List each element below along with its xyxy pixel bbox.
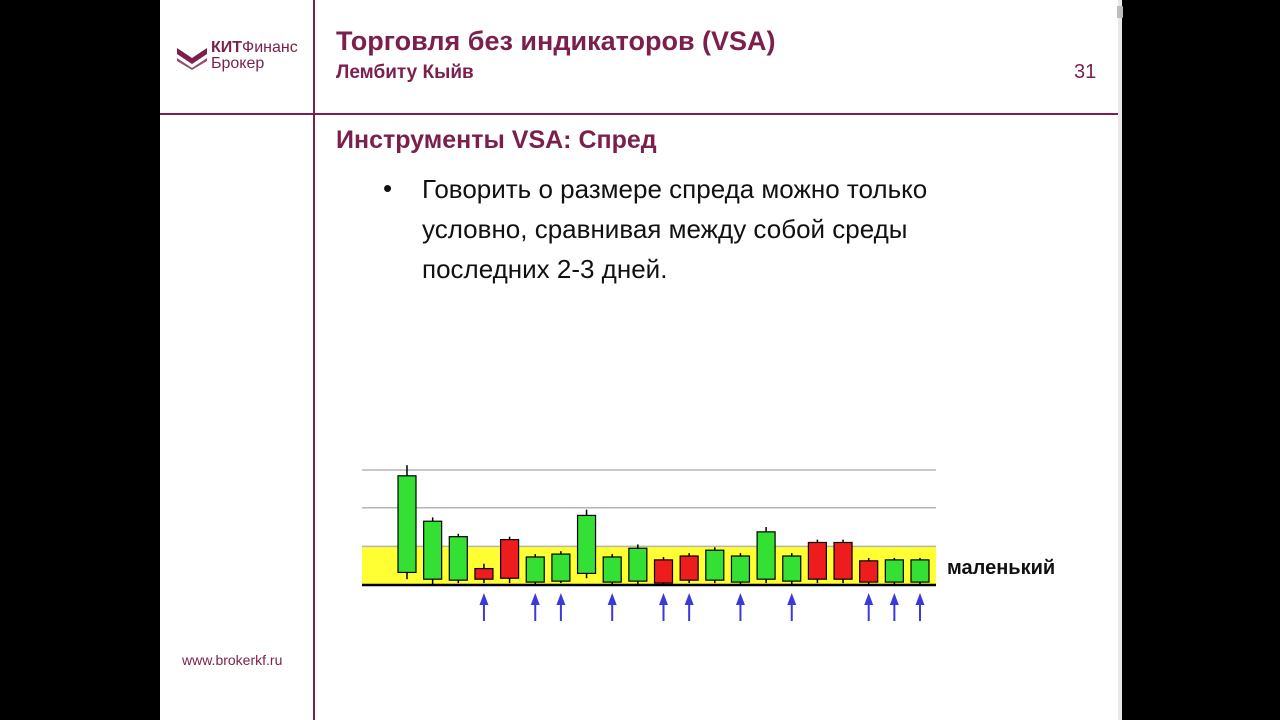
- up-arrow-head-icon: [530, 593, 540, 605]
- candle-body: [628, 547, 648, 582]
- logo-chevron-icon: [177, 48, 207, 70]
- candle-body: [833, 541, 853, 580]
- logo-brand-bold: КИТ: [211, 39, 243, 56]
- up-arrow-head-icon: [864, 593, 874, 605]
- candle-body: [807, 541, 828, 580]
- section-title: Инструменты VSA: Спред: [336, 126, 657, 154]
- bullet-text: Говорить о размере спреда можно только у…: [422, 174, 928, 284]
- up-arrow-head-icon: [479, 593, 489, 605]
- candle-body: [448, 536, 468, 581]
- up-arrow-head-icon: [915, 593, 925, 605]
- up-arrow-head-icon: [556, 593, 566, 605]
- header-divider: [160, 113, 1118, 115]
- candle-body: [500, 538, 520, 579]
- slide: КИТФинанс Брокер Торговля без индикаторо…: [160, 0, 1118, 720]
- up-arrow-head-icon: [889, 593, 899, 605]
- bullet-marker: •: [383, 173, 393, 203]
- candle-body: [653, 559, 674, 584]
- candle-body: [397, 475, 417, 574]
- presentation-title: Торговля без индикаторов (VSA): [336, 26, 776, 56]
- up-arrow-head-icon: [684, 593, 694, 605]
- vertical-divider: [313, 0, 315, 720]
- candle-body: [730, 555, 751, 583]
- candle-body: [910, 559, 930, 583]
- brand-logo: КИТФинанс Брокер: [175, 36, 310, 76]
- candle-body: [756, 531, 776, 580]
- candle-body: [423, 520, 443, 580]
- spread-chart: маленький: [362, 465, 1055, 621]
- small-spread-label: маленький: [947, 557, 1055, 579]
- author-name: Лембиту Кыйв: [336, 62, 474, 83]
- candle-body: [602, 556, 622, 583]
- candle-body: [884, 559, 904, 583]
- scrollbar-track[interactable]: [1118, 0, 1122, 720]
- candle-body: [782, 555, 802, 582]
- logo-subtitle: Брокер: [211, 55, 265, 72]
- logo-brand-rest: Финанс: [242, 39, 298, 56]
- up-arrow-head-icon: [735, 593, 745, 605]
- footer-website-link[interactable]: www.brokerkf.ru: [182, 652, 283, 668]
- candle-body: [679, 555, 699, 581]
- slide-number: 31: [1074, 61, 1097, 83]
- candle-body: [474, 567, 494, 580]
- scrollbar-thumb[interactable]: [1117, 6, 1123, 18]
- up-arrow-head-icon: [607, 593, 617, 605]
- candle-body: [551, 553, 571, 582]
- candle-body: [576, 514, 597, 575]
- candle-body: [525, 556, 545, 583]
- up-arrow-head-icon: [787, 593, 797, 605]
- up-arrow-head-icon: [659, 593, 668, 605]
- logo-wordmark: КИТФинанс: [211, 39, 298, 57]
- candle-body: [859, 560, 879, 583]
- candle-body: [705, 549, 725, 581]
